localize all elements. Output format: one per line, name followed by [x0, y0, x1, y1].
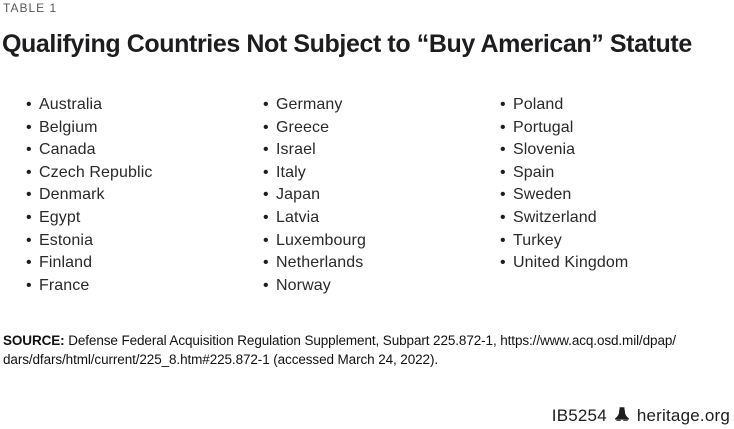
country-list-item: • Australia	[26, 94, 263, 117]
bullet-marker: •	[263, 276, 269, 294]
country-name: Israel	[276, 141, 316, 159]
country-name: Egypt	[39, 208, 81, 226]
country-name: Germany	[276, 96, 343, 113]
country-list-item: • Belgium	[26, 117, 263, 140]
country-name: Estonia	[39, 231, 94, 249]
country-list-item: • Greece	[263, 117, 500, 140]
country-list-item: • Turkey	[500, 230, 628, 253]
source-text-line2: dars/dfars/html/current/225_8.htm#225.87…	[3, 351, 438, 367]
bullet-marker: •	[500, 208, 506, 226]
country-name: Australia	[39, 96, 103, 113]
country-column-1: • Australia • Belgium • Canada • Czech Republic…	[26, 94, 263, 297]
country-columns: • Australia • Belgium • Canada • Czech Republic…	[26, 94, 734, 297]
country-list-item: • Estonia	[26, 230, 263, 253]
bullet-marker: •	[500, 96, 506, 113]
table-title: Qualifying Countries Not Subject to “Buy…	[2, 30, 692, 58]
country-name: Luxembourg	[276, 231, 366, 249]
bullet-marker: •	[500, 231, 506, 249]
source-note: SOURCE: Defense Federal Acquisition Regu…	[3, 332, 733, 369]
country-list-item: • Latvia	[263, 207, 500, 230]
country-list-item: • Egypt	[26, 207, 263, 230]
country-list-item: • Norway	[263, 275, 500, 298]
bullet-marker: •	[500, 118, 506, 136]
country-list-item: • Netherlands	[263, 252, 500, 275]
country-name: Norway	[276, 276, 331, 294]
country-list-item: • Luxembourg	[263, 230, 500, 253]
country-name: Poland	[513, 96, 564, 113]
country-name: Japan	[276, 186, 321, 204]
country-list-item: • Switzerland	[500, 207, 628, 230]
bullet-marker: •	[500, 163, 506, 181]
bullet-marker: •	[26, 276, 32, 294]
bullet-marker: •	[26, 208, 32, 226]
bullet-marker: •	[263, 118, 269, 136]
country-list-item: • Slovenia	[500, 139, 628, 162]
country-list-item: • Finland	[26, 252, 263, 275]
bullet-marker: •	[500, 141, 506, 159]
country-name: Slovenia	[513, 141, 576, 159]
country-name: Portugal	[513, 118, 574, 136]
country-name: France	[39, 276, 90, 294]
bullet-marker: •	[26, 141, 32, 159]
bullet-marker: •	[26, 96, 32, 113]
bullet-marker: •	[500, 186, 506, 204]
country-name: Switzerland	[513, 208, 597, 226]
report-id: IB5254	[551, 406, 607, 425]
bullet-marker: •	[26, 254, 32, 272]
country-column-2: • Germany • Greece • Israel • Italy • Japan • Latvi…	[263, 94, 500, 297]
bullet-marker: •	[26, 118, 32, 136]
bullet-marker: •	[26, 186, 32, 204]
country-list-item: • Israel	[263, 139, 500, 162]
country-name: Czech Republic	[39, 163, 153, 181]
source-label: SOURCE:	[3, 333, 65, 348]
table-label: TABLE 1	[3, 1, 58, 15]
bullet-marker: •	[500, 254, 506, 272]
country-name: Belgium	[39, 118, 98, 136]
country-list-item: • Denmark	[26, 184, 263, 207]
site-name: heritage.org	[636, 406, 730, 425]
country-list-item: • Italy	[263, 162, 500, 185]
country-list-item: • Canada	[26, 139, 263, 162]
country-name: Finland	[39, 254, 93, 272]
bullet-marker: •	[26, 163, 32, 181]
country-name: Denmark	[39, 186, 105, 204]
country-name: Sweden	[513, 186, 572, 204]
liberty-bell-icon	[614, 406, 630, 426]
bullet-marker: •	[263, 186, 269, 204]
country-list-item: • Germany	[263, 94, 500, 117]
bullet-marker: •	[263, 254, 269, 272]
country-name: Turkey	[513, 231, 562, 249]
bullet-marker: •	[263, 96, 269, 113]
country-name: Netherlands	[276, 254, 364, 272]
country-list-item: • Japan	[263, 184, 500, 207]
country-name: Greece	[276, 118, 330, 136]
country-name: Spain	[513, 163, 555, 181]
bullet-marker: •	[26, 231, 32, 249]
bullet-marker: •	[263, 208, 269, 226]
bullet-marker: •	[263, 231, 269, 249]
country-list-item: • Spain	[500, 162, 628, 185]
country-list-item: • Poland	[500, 94, 628, 117]
footer: IB5254 heritage.org	[552, 406, 730, 426]
bullet-marker: •	[263, 163, 269, 181]
source-text-line1: Defense Federal Acquisition Regulation S…	[64, 333, 676, 348]
country-list-item: • France	[26, 275, 263, 298]
country-column-3: • Poland • Portugal • Slovenia • Spain • Sweden • S…	[500, 94, 628, 297]
country-name: Latvia	[276, 208, 320, 226]
country-list-item: • Sweden	[500, 184, 628, 207]
country-name: Italy	[276, 163, 306, 181]
country-name: Canada	[39, 141, 96, 159]
bullet-marker: •	[263, 141, 269, 159]
country-list-item: • Portugal	[500, 117, 628, 140]
country-list-item: • Czech Republic	[26, 162, 263, 185]
country-list-item: • United Kingdom	[500, 252, 628, 275]
country-name: United Kingdom	[513, 254, 629, 272]
